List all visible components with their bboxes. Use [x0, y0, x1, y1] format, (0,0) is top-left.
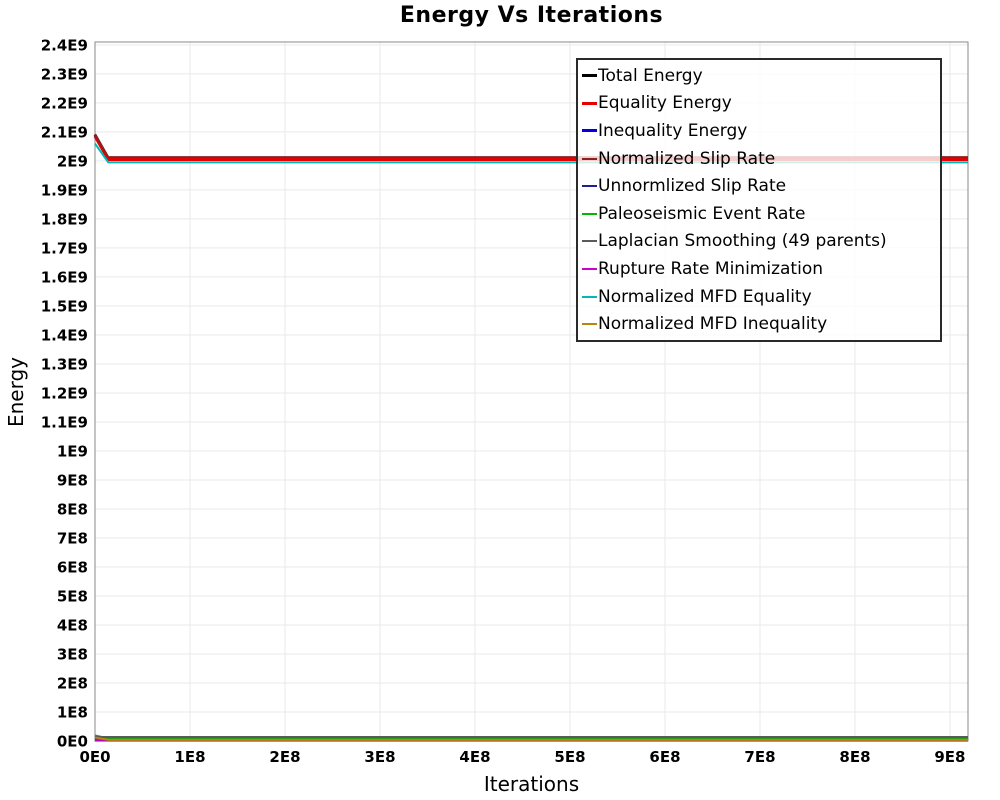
legend-label: Rupture Rate Minimization: [598, 258, 823, 279]
y-tick-label: 4E8: [57, 616, 88, 634]
y-tick-label: 1.9E9: [41, 181, 88, 199]
y-tick-label: 2E8: [57, 674, 88, 692]
legend-swatch: [582, 212, 597, 215]
y-tick-label: 1E8: [57, 703, 88, 721]
y-tick-label: 1.2E9: [41, 384, 88, 402]
y-tick-label: 2.4E9: [41, 36, 88, 54]
legend-item: Normalized MFD Equality: [582, 283, 940, 311]
y-tick-label: 2.1E9: [41, 123, 88, 141]
legend-label: Equality Energy: [598, 93, 732, 114]
x-tick-label: 7E8: [744, 748, 775, 766]
y-tick-label: 0E0: [57, 733, 88, 751]
y-tick-label: 3E8: [57, 645, 88, 663]
legend-label: Inequality Energy: [598, 120, 748, 141]
y-tick-label: 1.3E9: [41, 355, 88, 373]
legend-item: Total Energy: [582, 62, 940, 90]
y-tick-label: 7E8: [57, 529, 88, 547]
y-tick-label: 6E8: [57, 558, 88, 576]
legend-swatch: [582, 323, 597, 326]
legend-swatch: [582, 240, 597, 243]
x-tick-label: 1E8: [174, 748, 205, 766]
y-tick-label: 1.6E9: [41, 268, 88, 286]
x-tick-label: 6E8: [649, 748, 680, 766]
legend-item: Equality Energy: [582, 90, 940, 118]
y-tick-label: 8E8: [57, 500, 88, 518]
legend-item: Unnormlized Slip Rate: [582, 172, 940, 200]
legend-item: Laplacian Smoothing (49 parents): [582, 228, 940, 256]
chart-title: Energy Vs Iterations: [399, 3, 664, 28]
legend-item: Inequality Energy: [582, 117, 940, 145]
x-tick-label: 8E8: [839, 748, 870, 766]
legend-item: Rupture Rate Minimization: [582, 255, 940, 283]
y-tick-label: 1.8E9: [41, 210, 88, 228]
y-tick-label: 1.4E9: [41, 326, 88, 344]
y-tick-label: 1.5E9: [41, 297, 88, 315]
y-tick-label: 5E8: [57, 587, 88, 605]
legend-label: Normalized MFD Inequality: [598, 314, 828, 335]
legend-item: Normalized Slip Rate: [582, 145, 940, 173]
legend-swatch: [582, 157, 597, 160]
y-tick-label: 2.2E9: [41, 94, 88, 112]
legend-label: Unnormlized Slip Rate: [598, 176, 787, 197]
legend-swatch: [582, 185, 597, 188]
y-tick-label: 1.1E9: [41, 413, 88, 431]
y-tick-label: 9E8: [57, 471, 88, 489]
y-tick-label: 2E9: [57, 152, 88, 170]
legend-item: Paleoseismic Event Rate: [582, 200, 940, 228]
x-tick-label: 0E0: [79, 748, 110, 766]
y-tick-label: 1.7E9: [41, 239, 88, 257]
x-tick-label: 9E8: [934, 748, 965, 766]
legend-swatch: [582, 129, 597, 133]
y-tick-label: 2.3E9: [41, 65, 88, 83]
legend-swatch: [582, 295, 597, 298]
legend-label: Paleoseismic Event Rate: [598, 203, 806, 224]
legend-label: Laplacian Smoothing (49 parents): [598, 231, 887, 252]
legend-item: Normalized MFD Inequality: [582, 310, 940, 338]
x-tick-label: 5E8: [554, 748, 585, 766]
x-tick-label: 2E8: [269, 748, 300, 766]
legend-label: Total Energy: [598, 65, 703, 86]
legend: Total Energy Equality Energy Inequality En…: [576, 58, 942, 342]
x-axis-title: Iterations: [483, 772, 580, 796]
legend-swatch: [582, 267, 597, 270]
x-tick-label: 4E8: [459, 748, 490, 766]
legend-swatch: [582, 101, 597, 105]
legend-label: Normalized Slip Rate: [598, 148, 776, 169]
y-tick-label: 1E9: [57, 442, 88, 460]
legend-label: Normalized MFD Equality: [598, 286, 812, 307]
x-tick-label: 3E8: [364, 748, 395, 766]
legend-swatch: [582, 74, 597, 78]
series-line-normalized-mfd-inequality: [94, 736, 968, 741]
